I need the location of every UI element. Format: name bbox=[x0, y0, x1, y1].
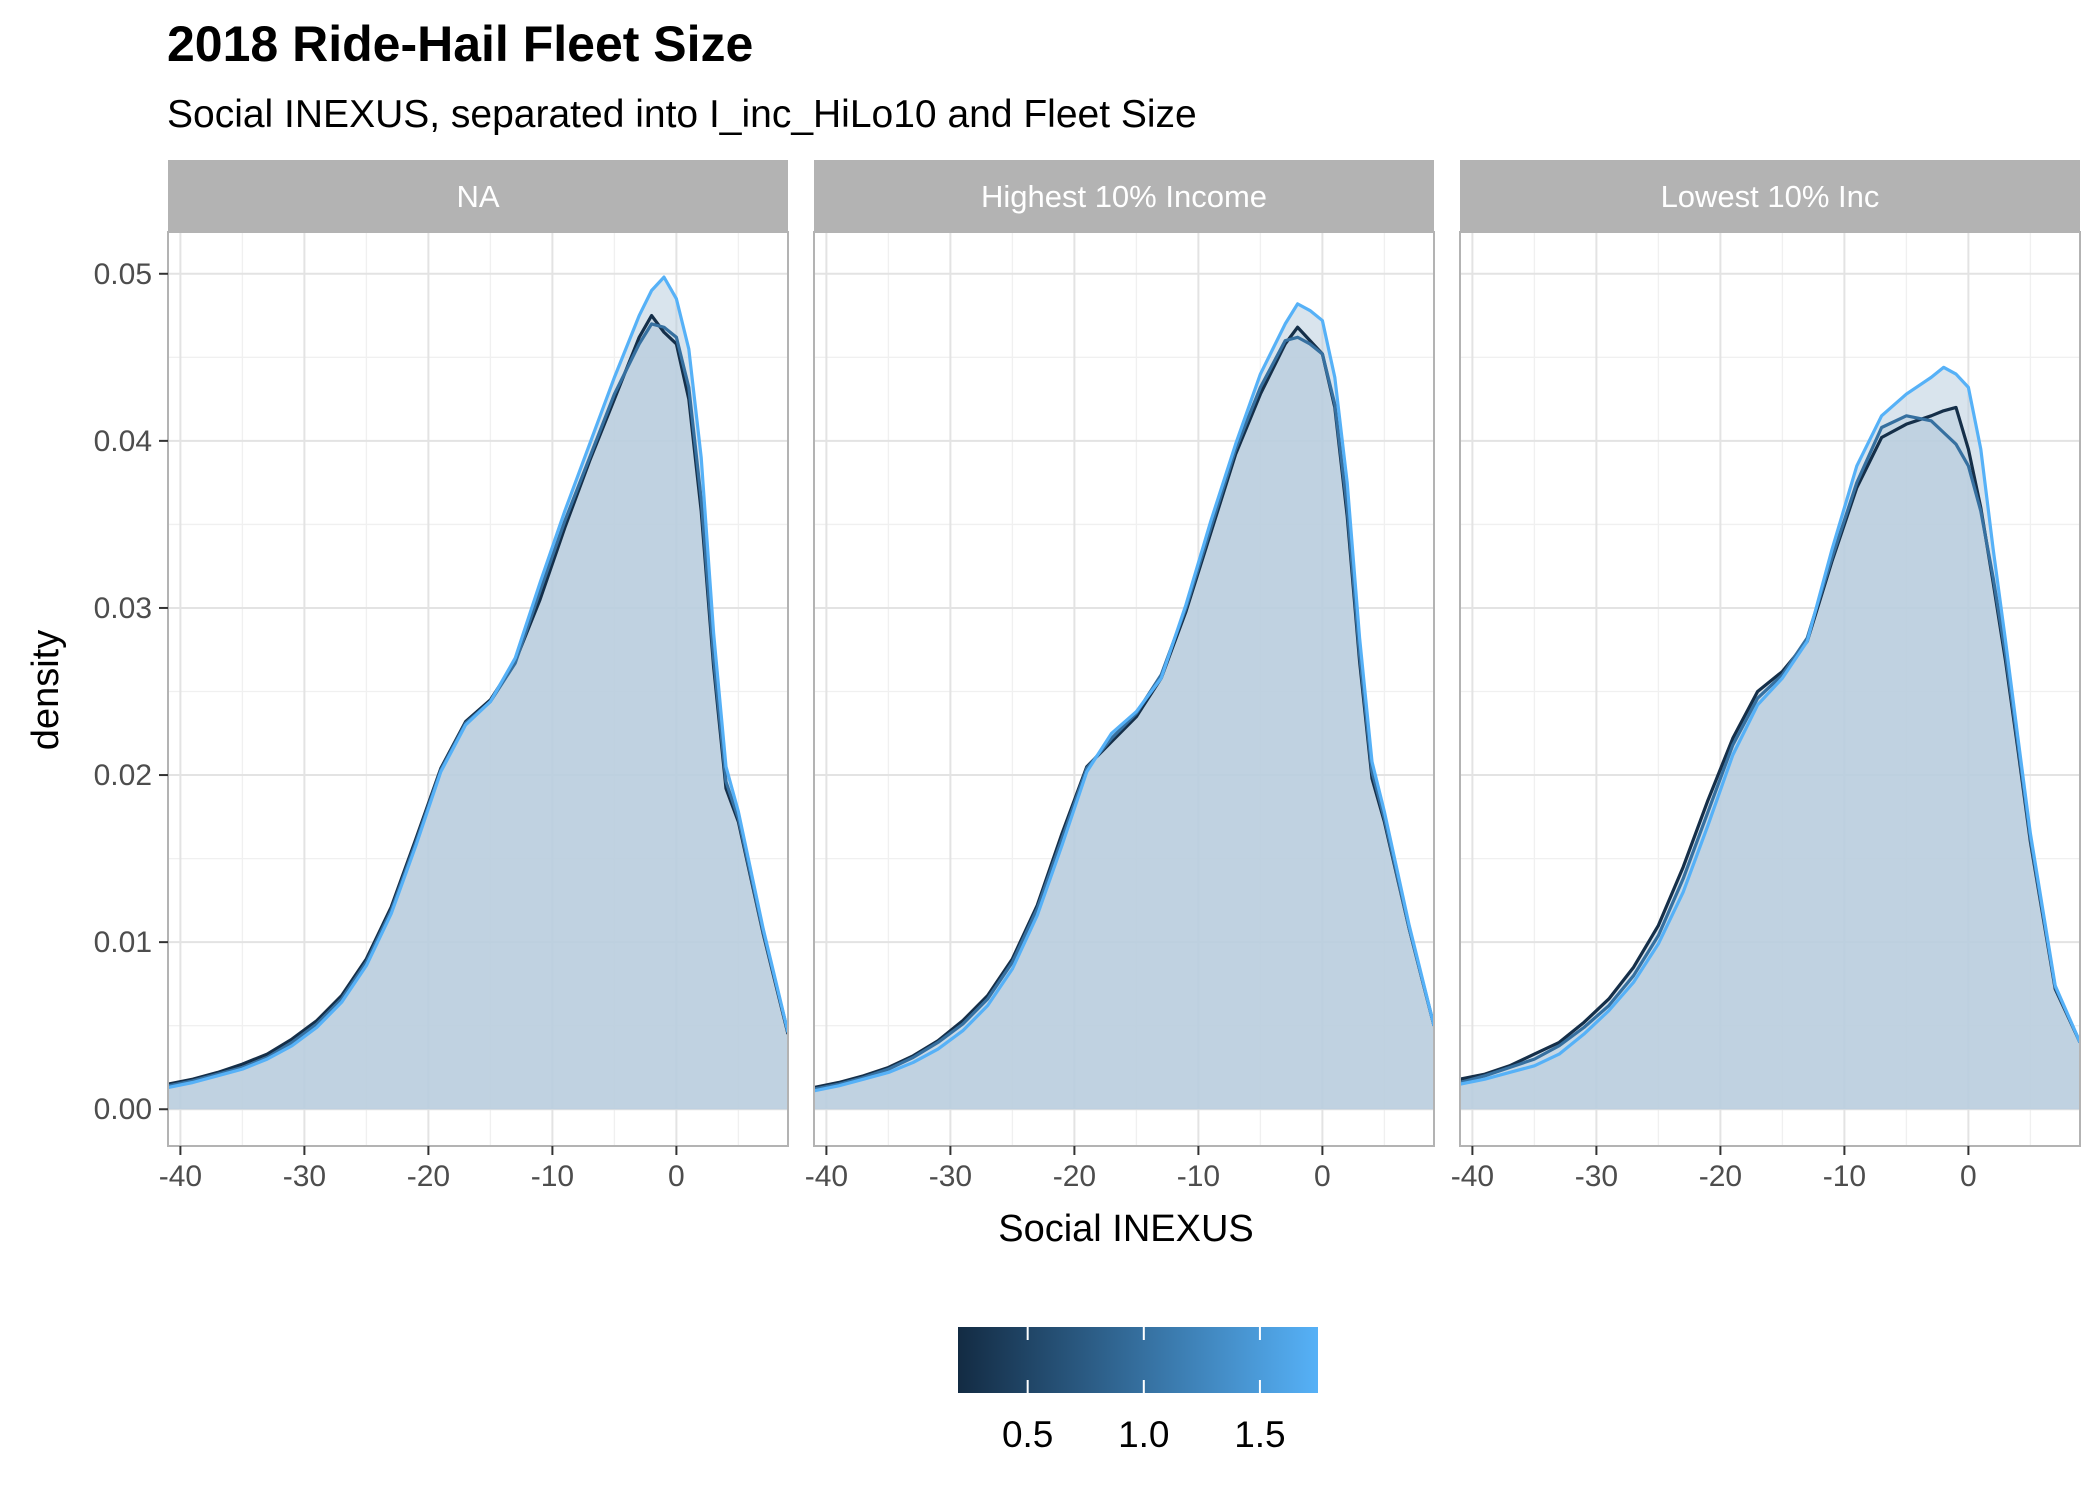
x-axes: -40 -30 -20 -10 0 -40 -30 -20 -10 0 -40 -30 -20 -10 0 bbox=[159, 1146, 1977, 1193]
facet-panel: Lowest 10% Inc bbox=[1459, 160, 2081, 1147]
x-axis-title: Social INEXUS bbox=[998, 1208, 1254, 1250]
density-area bbox=[1460, 367, 2080, 1110]
x-tick-label: -20 bbox=[407, 1160, 450, 1193]
x-tick-label: -30 bbox=[929, 1160, 972, 1193]
density-area bbox=[168, 277, 788, 1110]
facet-panel: Highest 10% Income bbox=[813, 160, 1435, 1147]
color-legend: 0.5 1.0 1.5 bbox=[958, 1327, 1318, 1455]
x-tick-label: -30 bbox=[283, 1160, 326, 1193]
panel-border bbox=[167, 231, 789, 1147]
x-tick-label: -20 bbox=[1053, 1160, 1096, 1193]
y-axis: 0.00 0.01 0.02 0.03 0.04 0.05 bbox=[94, 258, 168, 1126]
facet-strip bbox=[168, 160, 788, 232]
colorbar-label: 1.5 bbox=[1234, 1414, 1285, 1455]
x-tick-label: -20 bbox=[1699, 1160, 1742, 1193]
x-tick-label: -10 bbox=[1177, 1160, 1220, 1193]
panel-border bbox=[1459, 231, 2081, 1147]
density-line bbox=[168, 322, 788, 1088]
facet-strip-label: NA bbox=[456, 179, 499, 214]
x-tick-label: -10 bbox=[531, 1160, 574, 1193]
x-tick-label: -40 bbox=[1451, 1160, 1494, 1193]
x-tick-label: 0 bbox=[1960, 1160, 1977, 1193]
facet-panel: NA bbox=[167, 160, 789, 1147]
y-tick-label: 0.03 bbox=[94, 592, 152, 625]
y-tick-label: 0.02 bbox=[94, 759, 152, 792]
y-tick-label: 0.00 bbox=[94, 1093, 152, 1126]
x-tick-label: -40 bbox=[159, 1160, 202, 1193]
x-tick-label: -30 bbox=[1575, 1160, 1618, 1193]
y-tick-label: 0.01 bbox=[94, 926, 152, 959]
chart-title: 2018 Ride-Hail Fleet Size bbox=[167, 16, 753, 72]
chart-subtitle: Social INEXUS, separated into I_inc_HiLo… bbox=[167, 93, 1197, 136]
colorbar bbox=[958, 1327, 1318, 1393]
facet-strip-label: Highest 10% Income bbox=[981, 179, 1267, 214]
x-tick-label: -40 bbox=[805, 1160, 848, 1193]
colorbar-label: 0.5 bbox=[1002, 1414, 1053, 1455]
facet-strip bbox=[814, 160, 1434, 232]
density-line bbox=[814, 302, 1434, 1093]
facet-strip-label: Lowest 10% Inc bbox=[1661, 179, 1880, 214]
x-tick-label: 0 bbox=[1314, 1160, 1331, 1193]
facet-panels: NA Highest 10% Income Lowest 10% Inc bbox=[167, 160, 2081, 1147]
panel-border bbox=[813, 231, 1435, 1147]
y-axis-title: density bbox=[25, 630, 67, 750]
density-line bbox=[168, 275, 788, 1090]
density-line bbox=[1460, 365, 2080, 1086]
y-tick-label: 0.05 bbox=[94, 258, 152, 291]
facet-strip bbox=[1460, 160, 2080, 232]
density-area bbox=[814, 303, 1434, 1110]
y-tick-label: 0.04 bbox=[94, 425, 152, 458]
colorbar-label: 1.0 bbox=[1118, 1414, 1169, 1455]
x-tick-label: 0 bbox=[668, 1160, 685, 1193]
x-tick-label: -10 bbox=[1823, 1160, 1866, 1193]
